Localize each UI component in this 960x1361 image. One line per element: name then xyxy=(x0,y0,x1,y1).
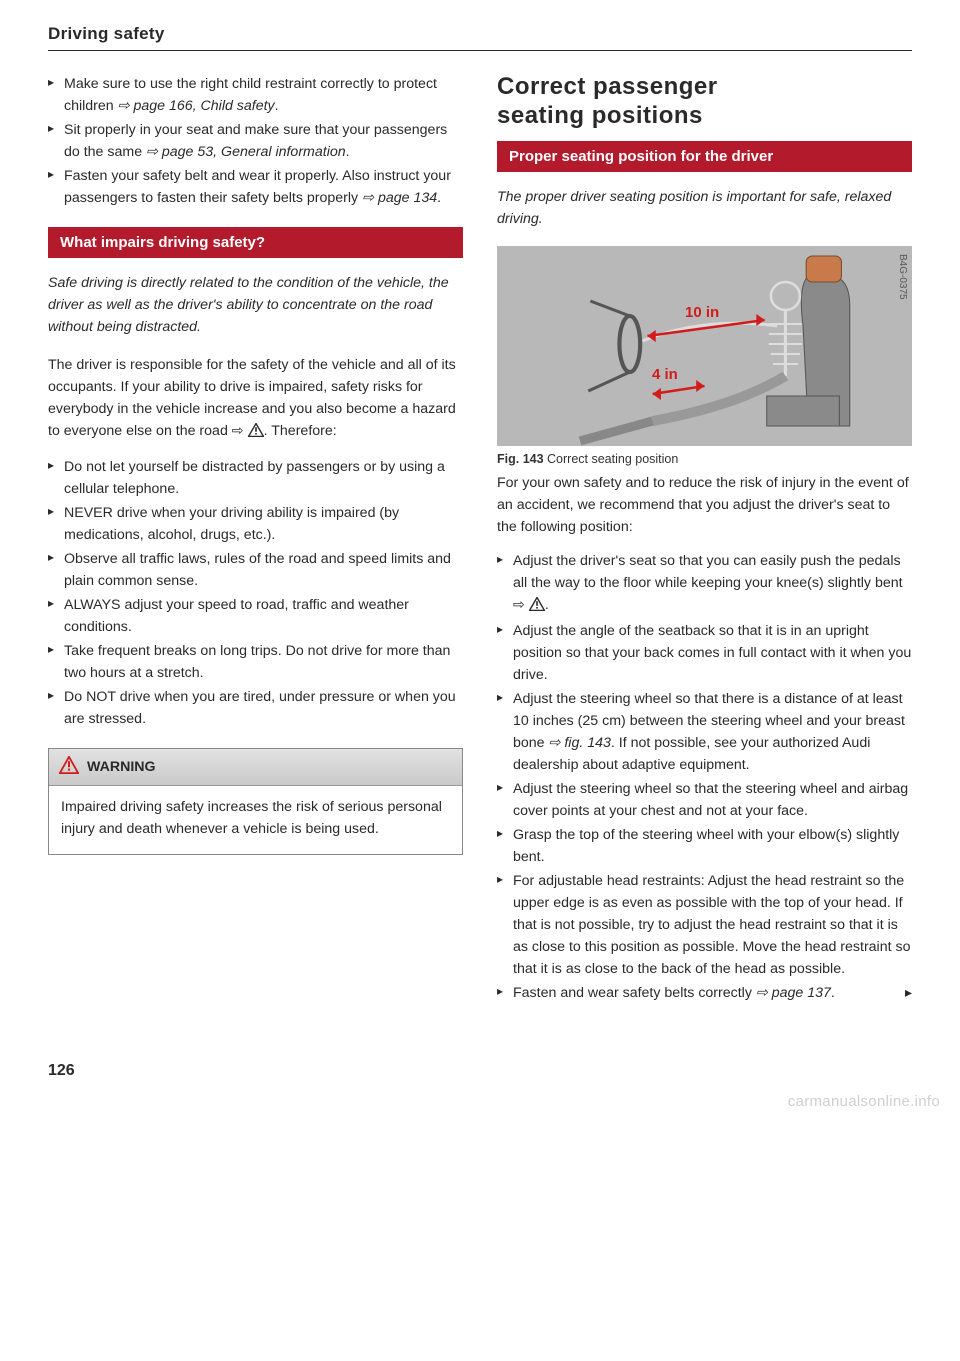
figure-caption-text: Correct seating position xyxy=(544,452,679,466)
page-ref: ⇨ page 134 xyxy=(362,190,437,206)
list-item: Adjust the steering wheel so that the st… xyxy=(497,778,912,822)
figure-annotation: 4 in xyxy=(652,366,678,383)
page-ref: ⇨ page 53, General information xyxy=(146,144,346,160)
text: . xyxy=(275,98,279,114)
page-title: Driving safety xyxy=(48,24,912,44)
list-item: Grasp the top of the steering wheel with… xyxy=(497,824,912,868)
figure-caption: Fig. 143 Correct seating position xyxy=(497,452,912,466)
body-paragraph: For your own safety and to reduce the ri… xyxy=(497,472,912,538)
warning-triangle-icon xyxy=(248,422,264,444)
lead-paragraph: The proper driver seating position is im… xyxy=(497,186,912,230)
figure-code: B4G-0375 xyxy=(897,254,908,300)
section-heading-bar: Proper seating position for the driver xyxy=(497,141,912,172)
text: Fasten and wear safety belts correctly xyxy=(513,985,756,1001)
list-item: Make sure to use the right child restrai… xyxy=(48,73,463,117)
lead-paragraph: Safe driving is directly related to the … xyxy=(48,272,463,338)
page-ref: ⇨ page 137 xyxy=(756,985,831,1001)
figure-image: 10 in 4 in B4G-0375 xyxy=(497,246,912,446)
list-item: For adjustable head restraints: Adjust t… xyxy=(497,870,912,980)
page-ref: ⇨ fig. 143 xyxy=(549,735,611,751)
right-column: Correct passenger seating positions Prop… xyxy=(497,73,912,1022)
list-item: Adjust the steering wheel so that there … xyxy=(497,688,912,776)
list-item: Take frequent breaks on long trips. Do n… xyxy=(48,640,463,684)
list-item: Do NOT drive when you are tired, under p… xyxy=(48,686,463,730)
warning-triangle-icon xyxy=(59,756,79,778)
watermark: carmanualsonline.info xyxy=(788,1093,940,1110)
warning-box: WARNING Impaired driving safety increase… xyxy=(48,748,463,855)
warning-body: Impaired driving safety increases the ri… xyxy=(49,786,462,854)
seating-bullet-list: Adjust the driver's seat so that you can… xyxy=(497,550,912,1004)
title-line: seating positions xyxy=(497,102,703,129)
list-item: Adjust the angle of the seatback so that… xyxy=(497,620,912,686)
ref-arrow: ⇨ xyxy=(513,597,529,613)
list-item: Fasten and wear safety belts correctly ⇨… xyxy=(497,982,912,1004)
figure: 10 in 4 in B4G-0375 Fig. 143 Correct sea… xyxy=(497,246,912,466)
text: . xyxy=(437,190,441,206)
text: . Therefore: xyxy=(264,423,337,439)
ref-arrow: ⇨ xyxy=(232,423,248,439)
body-paragraph: The driver is responsible for the safety… xyxy=(48,354,463,444)
figure-number: Fig. 143 xyxy=(497,452,544,466)
text: . xyxy=(831,985,835,1001)
left-column: Make sure to use the right child restrai… xyxy=(48,73,463,1022)
text: . xyxy=(346,144,350,160)
list-item: Do not let yourself be distracted by pas… xyxy=(48,456,463,500)
page-ref: ⇨ page 166, Child safety xyxy=(118,98,275,114)
page-header: Driving safety xyxy=(48,24,912,51)
title-line: Correct passenger xyxy=(497,73,718,100)
figure-annotation: 10 in xyxy=(685,304,719,321)
warning-header: WARNING xyxy=(49,749,462,786)
section-heading-bar: What impairs driving safety? xyxy=(48,227,463,258)
warning-title: WARNING xyxy=(87,759,156,775)
impairs-bullet-list: Do not let yourself be distracted by pas… xyxy=(48,456,463,730)
list-item: ALWAYS adjust your speed to road, traffi… xyxy=(48,594,463,638)
page-number: 126 xyxy=(48,1062,912,1080)
text: . xyxy=(545,597,549,613)
intro-bullet-list: Make sure to use the right child restrai… xyxy=(48,73,463,209)
text: Adjust the driver's seat so that you can… xyxy=(513,553,903,591)
list-item: Observe all traffic laws, rules of the r… xyxy=(48,548,463,592)
list-item: Fasten your safety belt and wear it prop… xyxy=(48,165,463,209)
list-item: Adjust the driver's seat so that you can… xyxy=(497,550,912,618)
continue-arrow-icon: ▸ xyxy=(905,982,912,1004)
warning-triangle-icon xyxy=(529,596,545,618)
list-item: NEVER drive when your driving ability is… xyxy=(48,502,463,546)
list-item: Sit properly in your seat and make sure … xyxy=(48,119,463,163)
section-title: Correct passenger seating positions xyxy=(497,73,912,131)
